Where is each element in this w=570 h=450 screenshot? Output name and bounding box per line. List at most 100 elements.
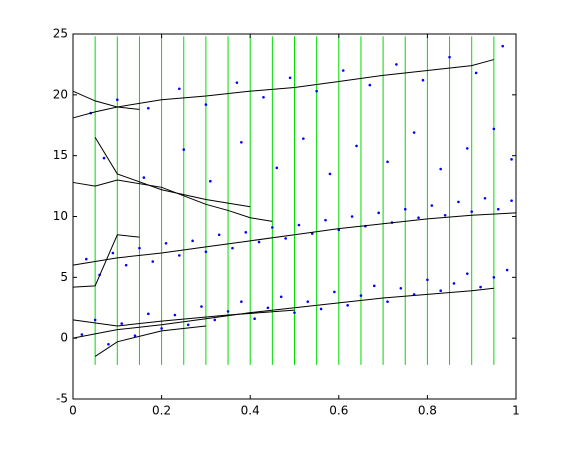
- point: [102, 156, 106, 160]
- point: [84, 257, 88, 261]
- track-line: [72, 287, 494, 339]
- x-tick-label: 0.6: [329, 404, 348, 418]
- point: [226, 310, 230, 313]
- x-tick-label: 0.4: [241, 404, 260, 418]
- point: [465, 147, 469, 150]
- point: [474, 71, 478, 75]
- point: [240, 300, 243, 303]
- y-tick-label: 0: [60, 331, 68, 345]
- point: [284, 237, 287, 240]
- track-line: [72, 234, 140, 288]
- point: [386, 160, 389, 164]
- point: [213, 318, 217, 322]
- point: [275, 166, 279, 170]
- point: [386, 300, 389, 303]
- y-tick-label: -5: [56, 392, 68, 406]
- point: [147, 312, 150, 316]
- y-tick-label: 10: [53, 209, 68, 223]
- point: [426, 278, 429, 282]
- point: [412, 131, 416, 134]
- point: [147, 106, 150, 110]
- track-line: [72, 106, 140, 119]
- point: [142, 176, 146, 179]
- point: [151, 260, 155, 263]
- point: [178, 87, 181, 91]
- x-tick-label: 0: [69, 404, 77, 418]
- point: [116, 98, 119, 101]
- point: [328, 172, 332, 176]
- point: [200, 305, 203, 308]
- point: [186, 323, 190, 327]
- point: [403, 207, 407, 211]
- track-line: [72, 59, 494, 108]
- point: [492, 127, 496, 131]
- point: [324, 218, 327, 222]
- point: [111, 251, 115, 255]
- point: [443, 213, 447, 217]
- point: [399, 286, 403, 290]
- point: [346, 304, 349, 307]
- point: [164, 241, 168, 245]
- point: [253, 317, 256, 321]
- track-line: [94, 325, 206, 357]
- point: [297, 223, 301, 227]
- point: [395, 63, 398, 66]
- point: [288, 76, 292, 80]
- point: [479, 285, 482, 289]
- track-line: [72, 212, 517, 266]
- point: [178, 254, 181, 257]
- point: [505, 268, 509, 272]
- point: [377, 211, 380, 215]
- point: [80, 333, 84, 336]
- point: [496, 207, 500, 211]
- point: [231, 246, 234, 250]
- point: [204, 250, 208, 254]
- point: [160, 327, 163, 330]
- point: [319, 307, 323, 311]
- point: [191, 239, 194, 243]
- point: [421, 78, 425, 82]
- x-tick-label: 0.8: [418, 404, 437, 418]
- point: [266, 306, 270, 310]
- point: [483, 196, 487, 200]
- x-tick-label: 0.2: [152, 404, 171, 418]
- point: [355, 144, 358, 148]
- point: [257, 240, 261, 244]
- point: [120, 322, 124, 325]
- point: [448, 55, 451, 59]
- point: [244, 231, 248, 234]
- point: [235, 81, 239, 84]
- point: [240, 140, 243, 144]
- point: [439, 289, 442, 293]
- y-tick-label: 15: [53, 148, 68, 162]
- point: [302, 137, 305, 140]
- point: [359, 294, 363, 297]
- point: [93, 318, 97, 322]
- y-tick-label: 5: [60, 270, 68, 284]
- point: [209, 179, 212, 183]
- track-line: [72, 179, 273, 222]
- point: [306, 300, 310, 303]
- point: [470, 210, 474, 213]
- track-line: [94, 137, 251, 208]
- point: [510, 158, 513, 161]
- point: [279, 295, 283, 299]
- point: [107, 342, 110, 346]
- point: [204, 103, 208, 106]
- point: [173, 313, 177, 317]
- point: [138, 246, 141, 250]
- point: [510, 199, 513, 202]
- point: [124, 263, 128, 267]
- point: [315, 89, 318, 93]
- point: [465, 272, 469, 275]
- point: [492, 276, 496, 279]
- point: [368, 83, 372, 87]
- point: [372, 284, 376, 288]
- point: [333, 290, 336, 294]
- point: [217, 233, 221, 237]
- point: [133, 334, 137, 338]
- track-line: [72, 309, 295, 327]
- point: [350, 215, 354, 218]
